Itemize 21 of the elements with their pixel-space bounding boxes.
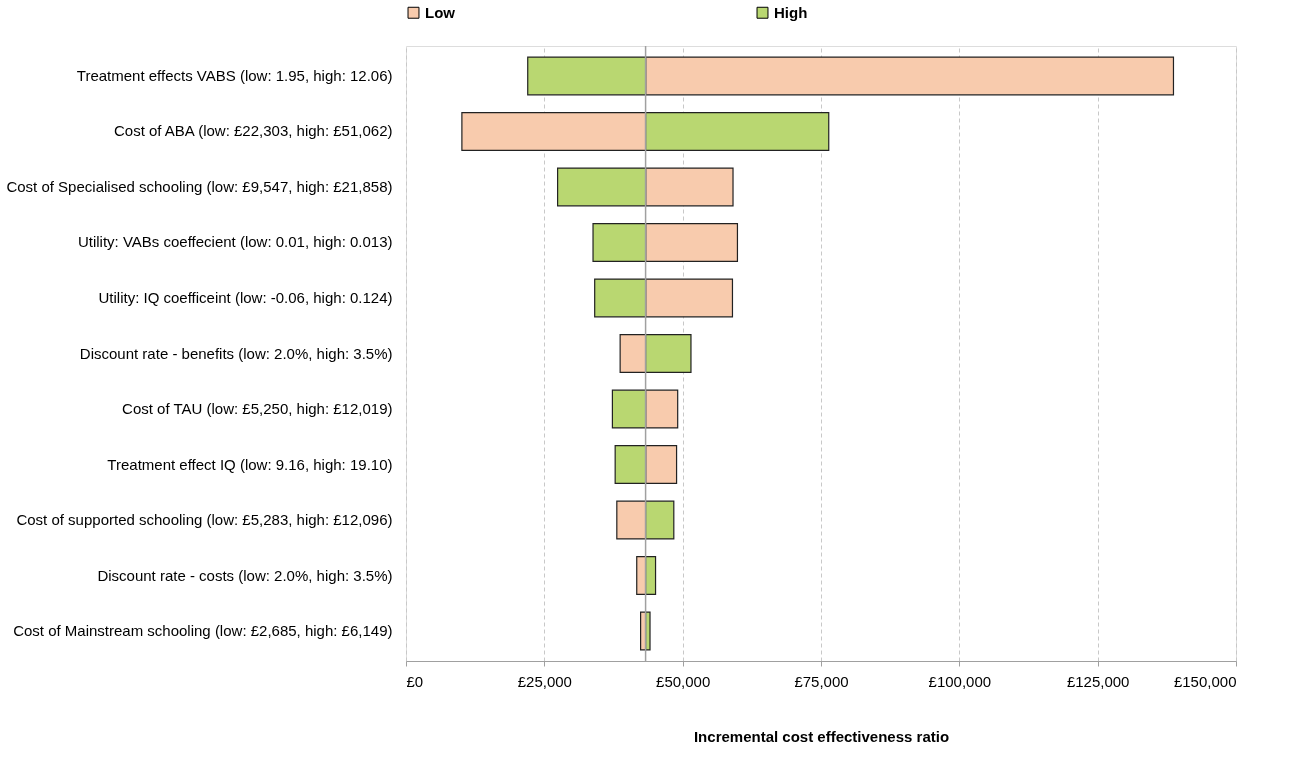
y-tick-label: Discount rate - costs (low: 2.0%, high: 3.5%) <box>97 566 393 584</box>
legend-label: High <box>774 3 808 21</box>
x-tick-label: £150,000 <box>1173 672 1237 690</box>
y-tick-label: Treatment effects VABS (low: 1.95, high: 12.06) <box>76 66 393 84</box>
y-tick-label: Cost of Mainstream schooling (low: £2,685, high: £6,149) <box>13 622 393 640</box>
x-tick-label: £100,000 <box>928 672 992 690</box>
y-tick-label: Cost of ABA (low: £22,303, high: £51,062) <box>113 122 393 140</box>
x-tick-label: £75,000 <box>794 672 849 690</box>
x-tick-label: £50,000 <box>656 672 711 690</box>
y-tick-label: Treatment effect IQ (low: 9.16, high: 19.10) <box>107 455 393 473</box>
y-tick-label: Discount rate - benefits (low: 2.0%, high: 3.5%) <box>79 344 393 362</box>
y-tick-label: Utility: IQ coefficeint (low: -0.06, high: 0.124) <box>98 288 393 306</box>
x-axis-title: Incremental cost effectiveness ratio <box>693 727 950 745</box>
x-tick-label: £25,000 <box>517 672 572 690</box>
y-tick-label: Utility: VABs coeffecient (low: 0.01, high: 0.013) <box>77 233 393 251</box>
y-tick-label: Cost of supported schooling (low: £5,283, high: £12,096) <box>16 511 393 529</box>
legend-label: Low <box>425 3 456 21</box>
x-tick-label: £0 <box>406 672 424 690</box>
y-tick-label: Cost of Specialised schooling (low: £9,547, high: £21,858) <box>6 177 393 195</box>
x-tick-label: £125,000 <box>1066 672 1130 690</box>
y-tick-label: Cost of TAU (low: £5,250, high: £12,019) <box>122 400 393 418</box>
